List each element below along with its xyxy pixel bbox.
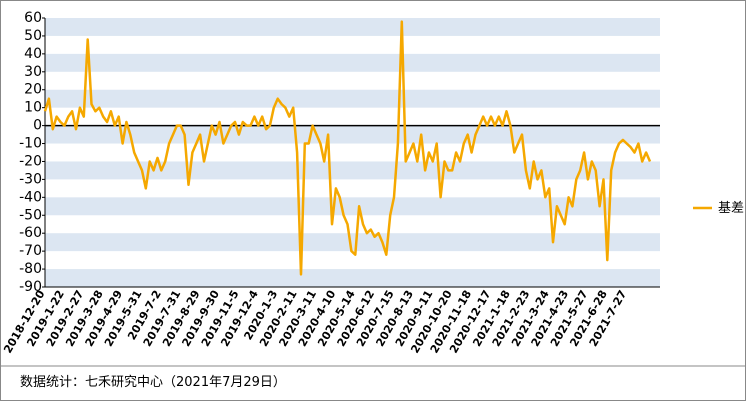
y-tick-label: -90	[19, 279, 42, 295]
series-line	[43, 20, 652, 276]
frame	[0, 0, 746, 401]
y-tick-label: -30	[19, 171, 42, 187]
y-tick-label: -70	[19, 243, 42, 259]
y-tick-label: 0	[33, 118, 42, 134]
y-tick-label: -10	[19, 136, 42, 152]
band	[45, 269, 660, 287]
source-note: 数据统计：七禾研究中心（2021年7月29日）	[20, 375, 286, 390]
band	[45, 125, 660, 144]
y-tick-label: 20	[24, 82, 42, 98]
band	[45, 89, 660, 108]
y-tick-label: -60	[19, 225, 42, 241]
y-tick-label: 60	[24, 10, 42, 26]
y-tick-label: 50	[24, 28, 42, 44]
y-tick-label: 10	[24, 100, 42, 116]
y-tick-label: -80	[19, 261, 42, 277]
y-tick-label: -20	[19, 153, 42, 169]
band	[45, 197, 660, 216]
y-tick-label: -50	[19, 207, 42, 223]
band	[45, 233, 660, 252]
band	[45, 18, 660, 36]
legend-label: 基差	[718, 201, 744, 216]
y-tick-label: -40	[19, 189, 42, 205]
band	[45, 161, 660, 180]
y-tick-label: 40	[24, 46, 42, 62]
band	[45, 53, 660, 72]
y-tick-label: 30	[24, 64, 42, 80]
